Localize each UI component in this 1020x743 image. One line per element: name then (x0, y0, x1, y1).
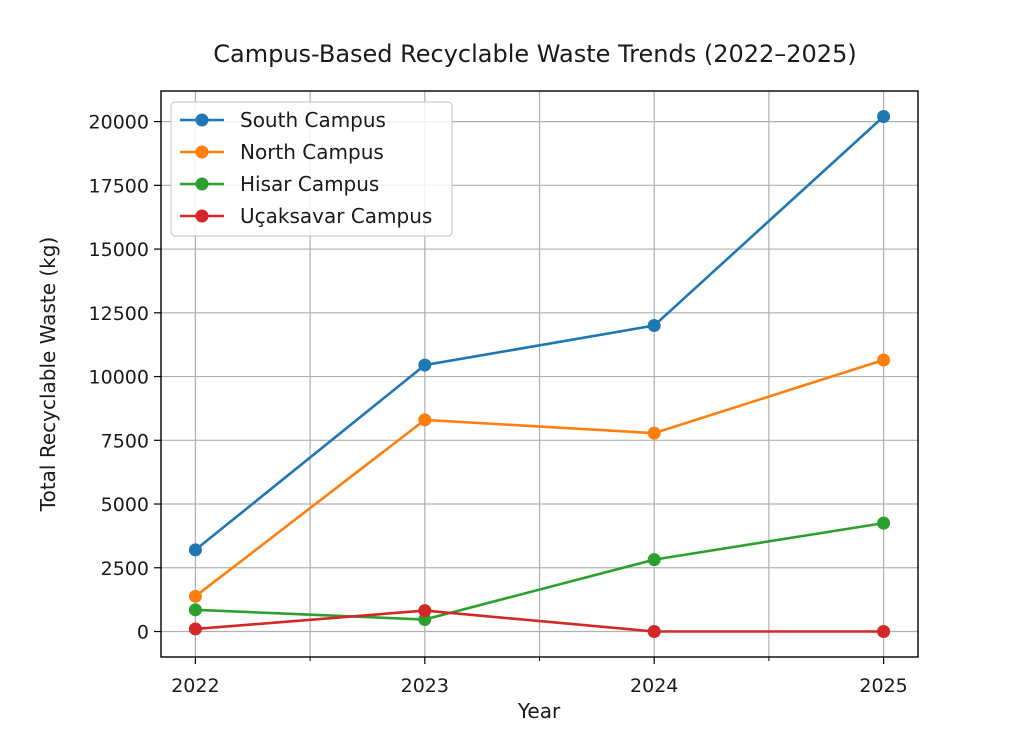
y-tick-label: 5000 (101, 494, 149, 516)
series-line (194, 358, 884, 598)
legend-label: South Campus (240, 108, 386, 132)
data-point (418, 358, 432, 372)
y-axis-label: Total Recyclable Waste (kg) (36, 237, 60, 512)
legend: South Campus North Campus Hisar Campus Uçak… (170, 101, 453, 237)
y-tick-label: 17500 (89, 175, 149, 197)
data-point (418, 413, 432, 427)
y-tick-label: 20000 (89, 112, 149, 134)
data-point (647, 426, 661, 440)
x-axis-label: Year (517, 699, 561, 723)
series-u-aksavar-campus (188, 604, 891, 639)
data-point (418, 604, 432, 618)
axes: 0 2500 5000 7500 10000 12500 15000 17500 20000 20… (89, 90, 919, 697)
legend-swatch-marker (195, 177, 209, 191)
legend-item: North Campus (180, 140, 384, 164)
legend-item: South Campus (180, 108, 386, 132)
data-point (188, 589, 202, 603)
y-tick-label: 0 (137, 622, 149, 644)
series-group (188, 109, 891, 639)
data-point (877, 516, 891, 530)
legend-label: North Campus (240, 140, 384, 164)
legend-swatch-marker (195, 209, 209, 223)
data-point (188, 622, 202, 636)
data-point (188, 543, 202, 557)
y-tick-label: 7500 (101, 430, 149, 452)
data-point (877, 625, 891, 639)
legend-label: Hisar Campus (240, 172, 379, 196)
series-line (195, 521, 884, 621)
x-tick-label: 2024 (630, 675, 678, 697)
y-tick-label: 15000 (89, 239, 149, 261)
x-tick-label: 2022 (171, 675, 219, 697)
y-tick-label: 12500 (89, 303, 149, 325)
legend-item: Uçaksavar Campus (180, 204, 432, 228)
legend-item: Hisar Campus (180, 172, 379, 196)
y-tick-label: 2500 (101, 558, 149, 580)
data-point (877, 353, 891, 367)
data-point (647, 319, 661, 333)
y-tick-label: 10000 (89, 367, 149, 389)
data-point (188, 603, 202, 617)
legend-swatch-marker (195, 145, 209, 159)
legend-box (170, 101, 453, 237)
series-south-campus (188, 109, 891, 557)
series-hisar-campus (188, 516, 891, 627)
data-point (647, 625, 661, 639)
legend-label: Uçaksavar Campus (240, 204, 432, 228)
data-point (877, 109, 891, 123)
legend-swatch-marker (195, 113, 209, 127)
data-point (647, 553, 661, 567)
x-tick-label: 2023 (401, 675, 449, 697)
series-line (195, 609, 884, 633)
series-north-campus (188, 353, 891, 603)
x-tick-label: 2025 (859, 675, 907, 697)
series-line (194, 115, 885, 551)
chart-title: Campus-Based Recyclable Waste Trends (20… (213, 40, 856, 68)
data-point (418, 613, 432, 627)
